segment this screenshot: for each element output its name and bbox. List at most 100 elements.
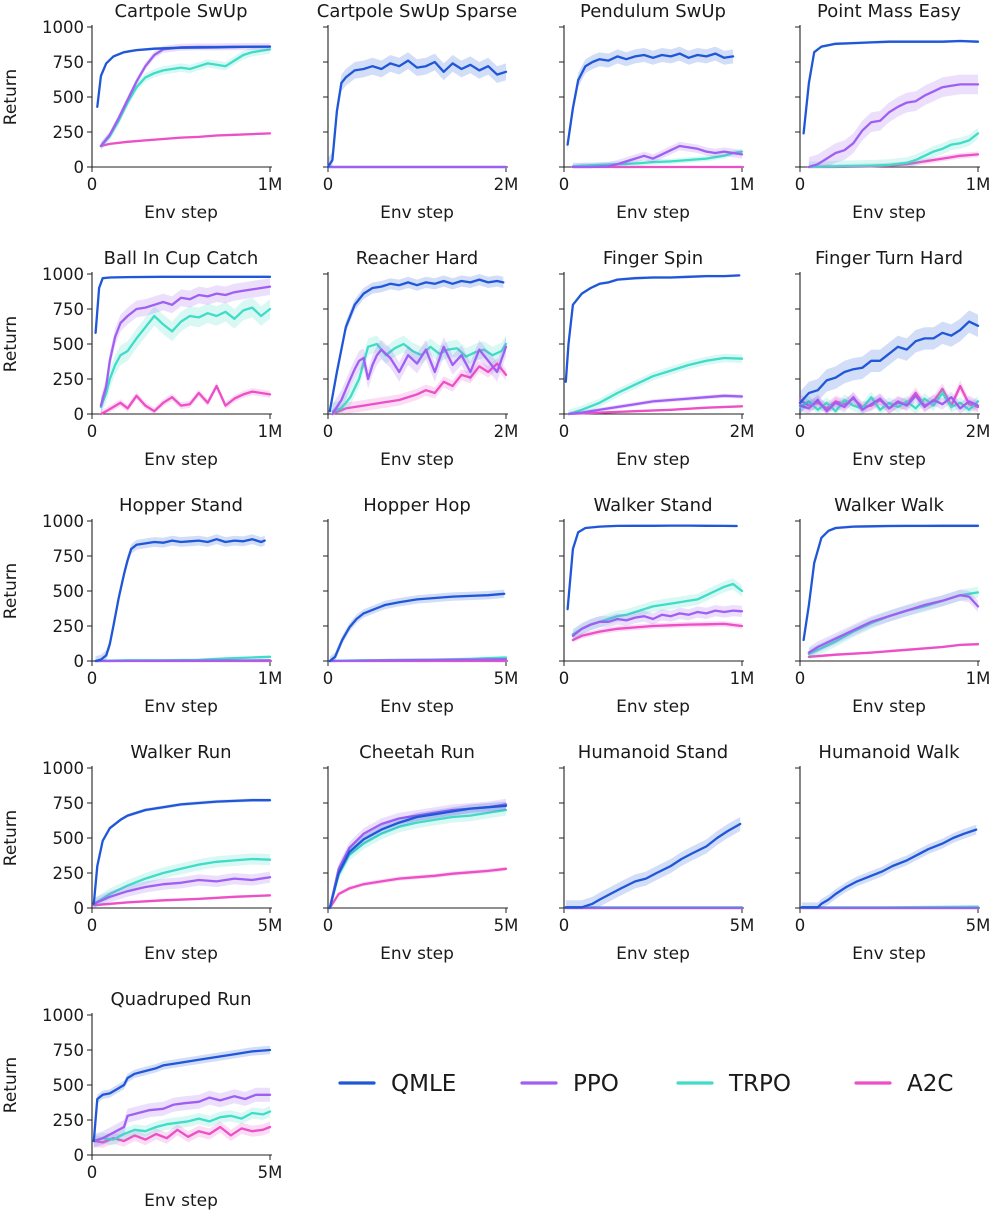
y-tick-label: 0 <box>74 1146 85 1165</box>
x-axis-label: Env step <box>144 1191 218 1211</box>
band-trpo <box>808 586 978 660</box>
line-a2c <box>92 894 272 907</box>
x-tick-label: 0 <box>559 916 570 935</box>
line-trpo <box>798 391 980 413</box>
line-qmle <box>800 828 978 909</box>
line-trpo <box>807 132 980 169</box>
line-a2c <box>331 362 508 416</box>
panel-point-mass-easy: Point Mass Easy 0 1M Env step <box>795 1 991 223</box>
band-qmle <box>93 1045 270 1146</box>
band-trpo <box>329 804 506 908</box>
band-a2c <box>93 1121 270 1148</box>
x-tick-label: 0 <box>795 916 806 935</box>
y-tick-label: 1000 <box>42 18 84 37</box>
panel-walker-stand: Walker Stand 0 1M Env step <box>559 495 755 717</box>
line-ppo <box>567 394 744 416</box>
line-a2c <box>807 643 980 658</box>
x-axis-label: Env step <box>144 203 218 223</box>
x-axis-label: Env step <box>144 944 218 964</box>
x-tick-label: 0 <box>323 916 334 935</box>
x-tick-label: 0 <box>795 422 806 441</box>
line-qmle <box>802 39 980 135</box>
x-tick-label: 1M <box>258 175 283 194</box>
legend-item-qmle: QMLE <box>338 1071 456 1097</box>
x-axis-label: Env step <box>852 203 926 223</box>
line-ppo <box>571 144 744 169</box>
x-axis-label: Env step <box>144 450 218 470</box>
line-trpo <box>92 857 272 905</box>
x-tick-label: 1M <box>966 175 991 194</box>
y-axis-label: Return <box>1 563 21 619</box>
panel-title: Finger Spin <box>603 248 703 269</box>
y-axis-label: Return <box>1 810 21 866</box>
line-ppo <box>798 394 980 413</box>
x-tick-label: 2M <box>494 422 519 441</box>
panel-title: Walker Walk <box>834 495 944 516</box>
x-tick-label: 5M <box>258 1163 283 1182</box>
panel-reacher-hard: Reacher Hard 0 2M Env step <box>323 248 519 470</box>
line-a2c <box>328 867 508 910</box>
line-ppo <box>99 45 272 148</box>
band-qmle <box>567 46 734 152</box>
x-axis-label: Env step <box>852 450 926 470</box>
line-ppo <box>807 83 980 169</box>
line-qmle <box>328 278 505 413</box>
y-tick-label: 1000 <box>42 265 84 284</box>
panel-hopper-hop: Hopper Hop 0 5M Env step <box>323 495 519 717</box>
x-axis-label: Env step <box>380 697 454 717</box>
band-ppo <box>808 589 978 659</box>
x-axis-label: Env step <box>380 203 454 223</box>
y-axis-label: Return <box>1 69 21 125</box>
line-qmle <box>94 538 266 663</box>
band-ppo <box>572 605 742 642</box>
y-tick-label: 750 <box>53 53 85 72</box>
band-ppo <box>572 141 742 167</box>
y-tick-label: 500 <box>53 582 85 601</box>
band-trpo <box>572 148 742 167</box>
panel-walker-run: Walker Run 0 250 500 750 1000 0 5M Env step Retur… <box>1 742 282 964</box>
x-tick-label: 5M <box>730 916 755 935</box>
x-axis-label: Env step <box>616 944 690 964</box>
y-tick-label: 750 <box>53 1041 85 1060</box>
panel-title: Hopper Stand <box>119 495 243 516</box>
x-tick-label: 0 <box>87 175 98 194</box>
line-trpo <box>328 808 508 910</box>
band-trpo <box>100 297 271 414</box>
y-tick-label: 500 <box>53 88 85 107</box>
band-ppo <box>329 798 506 908</box>
legend-item-ppo: PPO <box>520 1071 619 1097</box>
y-tick-label: 250 <box>53 617 85 636</box>
x-tick-label: 0 <box>795 669 806 688</box>
x-tick-label: 0 <box>559 422 570 441</box>
panel-title: Humanoid Stand <box>578 742 728 763</box>
panel-title: Ball In Cup Catch <box>104 248 259 269</box>
legend-item-trpo: TRPO <box>676 1071 791 1097</box>
line-a2c <box>92 1125 272 1144</box>
y-tick-label: 500 <box>53 1076 85 1095</box>
x-tick-label: 1M <box>966 669 991 688</box>
panel-pendulum-swup: Pendulum SwUp 0 1M Env step <box>559 1 755 223</box>
x-tick-label: 0 <box>87 916 98 935</box>
x-axis-label: Env step <box>616 697 690 717</box>
line-trpo <box>99 306 272 409</box>
line-trpo <box>99 48 272 148</box>
panel-cartpole-swup-sparse: Cartpole SwUp Sparse 0 2M Env step <box>317 1 519 223</box>
line-trpo <box>92 1110 272 1143</box>
line-ppo <box>94 659 272 663</box>
y-axis-label: Return <box>1 316 21 372</box>
line-ppo <box>92 876 272 905</box>
panel-title: Point Mass Easy <box>817 1 961 22</box>
panel-title: Finger Turn Hard <box>815 248 963 269</box>
x-axis-label: Env step <box>144 697 218 717</box>
x-tick-label: 0 <box>559 669 570 688</box>
band-qmle <box>565 274 740 384</box>
x-axis-label: Env step <box>616 203 690 223</box>
line-qmle <box>328 804 508 910</box>
x-axis-label: Env step <box>616 450 690 470</box>
y-tick-label: 250 <box>53 123 85 142</box>
y-tick-label: 0 <box>74 158 85 177</box>
x-tick-label: 5M <box>494 669 519 688</box>
x-tick-label: 5M <box>258 916 283 935</box>
panel-cartpole-swup: Cartpole SwUp 0 250 500 750 1000 0 1M Env step Re… <box>1 1 282 223</box>
